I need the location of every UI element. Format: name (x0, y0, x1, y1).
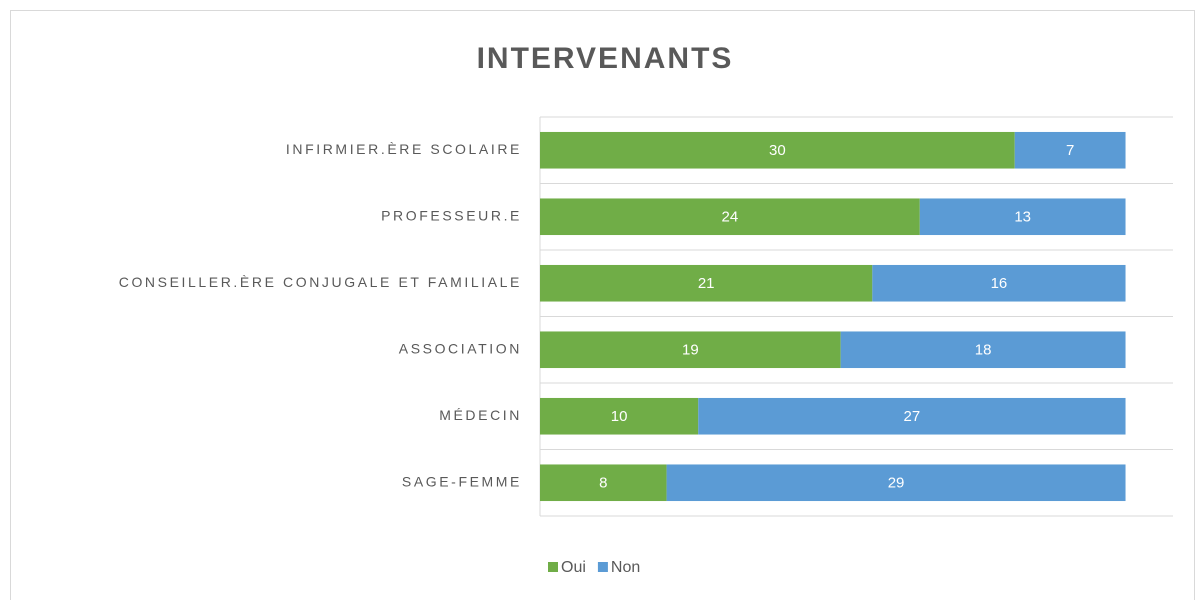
data-label: 16 (991, 275, 1008, 292)
chart-title: INTERVENANTS (477, 42, 734, 75)
bar-segment (540, 331, 841, 369)
bar-segment (540, 264, 873, 302)
bar-segment (919, 198, 1126, 236)
legend-swatch (597, 562, 608, 572)
y-tick-label: ASSOCIATION (399, 340, 522, 356)
bar-segment (698, 397, 1126, 435)
data-label: 21 (698, 275, 715, 292)
data-label: 8 (599, 475, 607, 492)
bar-segment (540, 198, 920, 236)
data-label: 10 (611, 408, 628, 425)
data-label: 13 (1014, 209, 1031, 226)
bar-segment (540, 464, 667, 502)
data-label: 19 (682, 342, 699, 359)
data-label: 18 (975, 342, 992, 359)
bar-segment (540, 131, 1015, 169)
legend-label: Oui (561, 559, 586, 576)
data-label: 27 (904, 408, 921, 425)
bar-segment (840, 331, 1126, 369)
y-tick-label: INFIRMIER.ÈRE SCOLAIRE (286, 141, 522, 157)
bar-segment (666, 464, 1126, 502)
data-label: 29 (888, 475, 905, 492)
legend-label: Non (611, 559, 640, 576)
data-label: 7 (1066, 142, 1074, 159)
legend-swatch (548, 562, 558, 572)
data-label: 24 (722, 209, 739, 226)
data-label: 30 (769, 142, 786, 159)
bar-segment (872, 264, 1126, 302)
y-tick-label: PROFESSEUR.E (381, 207, 522, 223)
chart-border (10, 10, 1195, 600)
y-tick-label: CONSEILLER.ÈRE CONJUGALE ET FAMILIALE (119, 274, 522, 290)
y-tick-label: SAGE-FEMME (402, 473, 522, 489)
y-tick-label: MÉDECIN (439, 407, 522, 423)
bar-segment (540, 397, 699, 435)
bar-segment (1014, 131, 1126, 169)
